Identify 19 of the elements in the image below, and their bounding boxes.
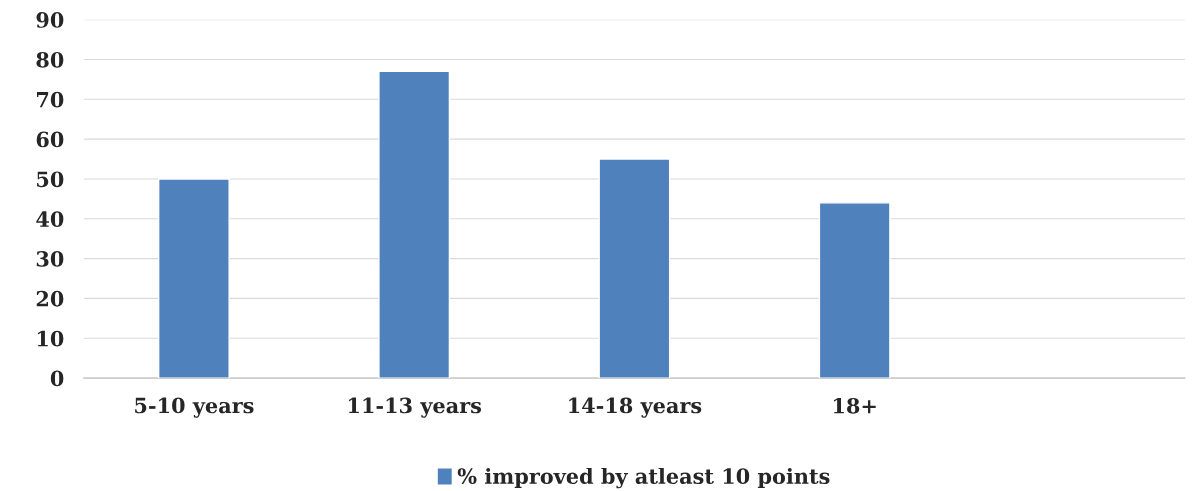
bar — [157, 178, 230, 379]
y-tick-label: 90 — [36, 12, 64, 28]
y-tick-label: 10 — [37, 330, 64, 347]
y-tick-label: 80 — [36, 51, 64, 68]
y-tick-label: 40 — [36, 211, 64, 227]
y-tick-label: 60 — [36, 131, 64, 148]
x-tick-label: 11-13 years — [348, 397, 482, 418]
y-tick-label: 70 — [37, 91, 64, 108]
x-tick-label: 18+ — [833, 397, 876, 414]
bar — [818, 202, 891, 379]
legend-label: % improved by atleast 10 points — [457, 467, 830, 489]
bar — [378, 70, 451, 379]
y-tick-label: 50 — [37, 171, 64, 188]
bar — [598, 158, 671, 379]
y-tick-label: 20 — [36, 290, 64, 307]
y-tick-label: 30 — [36, 251, 64, 267]
x-tick-label: 5-10 years — [135, 397, 254, 418]
y-tick-label: 0 — [50, 370, 64, 387]
x-tick-label: 14-18 years — [569, 397, 702, 418]
